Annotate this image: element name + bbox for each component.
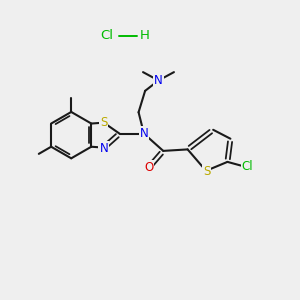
Text: N: N [140, 127, 148, 140]
Text: O: O [144, 161, 153, 174]
Text: S: S [100, 116, 107, 129]
Text: N: N [154, 74, 163, 87]
Text: Cl: Cl [100, 29, 113, 42]
Text: H: H [140, 29, 150, 42]
Text: N: N [99, 142, 108, 155]
Text: Cl: Cl [242, 160, 253, 173]
Text: S: S [203, 165, 210, 178]
